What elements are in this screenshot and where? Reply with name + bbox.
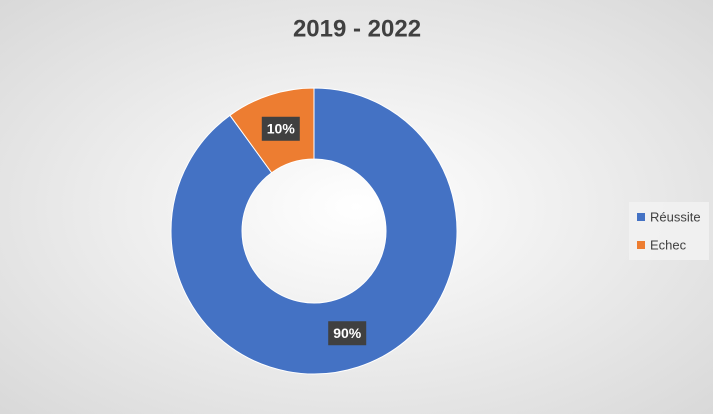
legend-box (629, 202, 709, 260)
legend-label: Echec (650, 237, 687, 252)
data-label: 90% (333, 325, 362, 341)
data-label: 10% (267, 120, 296, 136)
data-label-box (261, 116, 300, 141)
legend-swatch (637, 241, 645, 249)
legend-swatch (637, 213, 645, 221)
legend-label: Réussite (650, 209, 701, 224)
donut-slice (170, 87, 458, 375)
chart-title: 2019 - 2022 (293, 15, 421, 42)
data-label-box (328, 321, 367, 346)
